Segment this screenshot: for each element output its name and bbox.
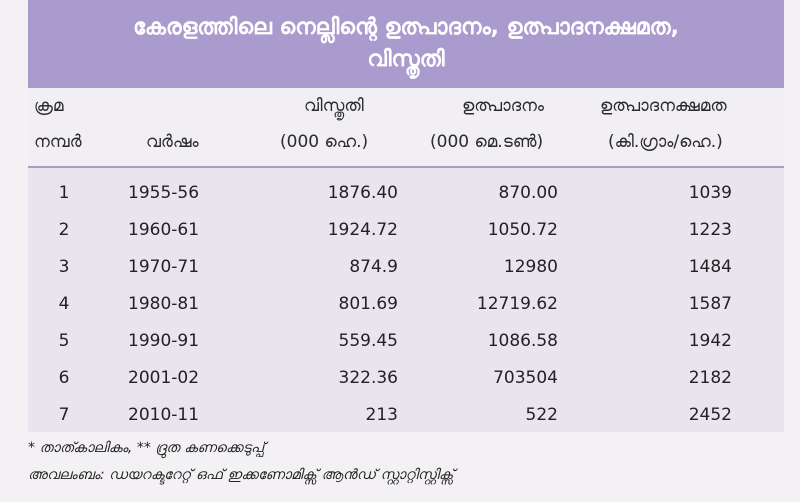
area-cell: 322.36 [338, 368, 398, 388]
rice-table-card: കേരളത്തിലെ നെല്ലിന്റെ ഉത്പാദനം, ഉത്പാദനക… [28, 0, 784, 432]
production-cell: 12980 [503, 257, 558, 277]
serial-cell: 3 [58, 257, 70, 277]
area-cell: 1924.72 [327, 220, 398, 240]
header-yield-line2: (കി.ഗ്രാം/ഹെ.) [608, 132, 723, 152]
area-cell: 559.45 [338, 331, 398, 351]
table-row: 1 1955-56 1876.40 870.00 1039 [28, 174, 784, 212]
title-line-1: കേരളത്തിലെ നെല്ലിന്റെ ഉത്പാദനം, ഉത്പാദനക… [133, 15, 679, 40]
source-note: അവലംബം: ഡയറക്ടറേറ്റ് ഒഫ് ഇക്കണോമിക്സ് ആൻ… [28, 467, 454, 483]
header-yield-line1: ഉത്പാദനക്ഷമത [600, 96, 727, 116]
serial-cell: 1 [58, 183, 70, 203]
serial-cell: 2 [58, 220, 70, 240]
yield-cell: 1223 [688, 220, 732, 240]
production-cell: 1050.72 [487, 220, 558, 240]
header-production-line2: (000 മെ.ടൺ) [430, 132, 544, 152]
production-cell: 522 [525, 405, 558, 425]
table-title: കേരളത്തിലെ നെല്ലിന്റെ ഉത്പാദനം, ഉത്പാദനക… [28, 0, 784, 88]
serial-cell: 5 [58, 331, 70, 351]
serial-cell: 6 [58, 368, 70, 388]
table-header: ക്രമ നമ്പർ വർഷം വിസ്തൃതി (000 ഹെ.) ഉത്പാ… [28, 88, 784, 168]
year-cell: 1960-61 [128, 220, 200, 240]
header-serial-line1: ക്രമ [34, 96, 64, 116]
area-cell: 1876.40 [327, 183, 398, 203]
title-line-2: വിസ്തൃതി [367, 47, 445, 72]
table-row: 5 1990-91 559.45 1086.58 1942 [28, 322, 784, 360]
table-row: 4 1980-81 801.69 12719.62 1587 [28, 285, 784, 323]
serial-cell: 4 [58, 294, 70, 314]
table-row: 7 2010-11 213 522 2452 [28, 396, 784, 434]
header-area-line1: വിസ്തൃതി [304, 96, 364, 116]
yield-cell: 2182 [688, 368, 732, 388]
header-area-line2: (000 ഹെ.) [280, 132, 369, 152]
table-row: 2 1960-61 1924.72 1050.72 1223 [28, 211, 784, 249]
area-cell: 213 [365, 405, 398, 425]
year-cell: 1980-81 [128, 294, 200, 314]
footnote: * താത്കാലികം, ** ദ്രുത കണക്കെടുപ്പ് [28, 440, 265, 456]
yield-cell: 1039 [688, 183, 732, 203]
year-cell: 1970-71 [128, 257, 200, 277]
area-cell: 874.9 [349, 257, 398, 277]
header-divider [28, 166, 784, 168]
year-cell: 1955-56 [128, 183, 200, 203]
table-body: 1 1955-56 1876.40 870.00 1039 2 1960-61 1924.72… [28, 168, 784, 432]
yield-cell: 1587 [688, 294, 732, 314]
yield-cell: 1484 [688, 257, 732, 277]
production-cell: 703504 [493, 368, 558, 388]
header-year: വർഷം [146, 132, 199, 152]
yield-cell: 1942 [688, 331, 732, 351]
production-cell: 870.00 [498, 183, 558, 203]
year-cell: 2010-11 [128, 405, 200, 425]
production-cell: 12719.62 [476, 294, 558, 314]
header-serial-line2: നമ്പർ [34, 132, 82, 152]
area-cell: 801.69 [338, 294, 398, 314]
serial-cell: 7 [58, 405, 70, 425]
table-row: 6 2001-02 322.36 703504 2182 [28, 359, 784, 397]
production-cell: 1086.58 [487, 331, 558, 351]
table-row: 3 1970-71 874.9 12980 1484 [28, 248, 784, 286]
header-production-line1: ഉത്പാദനം [462, 96, 545, 116]
year-cell: 2001-02 [128, 368, 200, 388]
year-cell: 1990-91 [128, 331, 200, 351]
yield-cell: 2452 [688, 405, 732, 425]
